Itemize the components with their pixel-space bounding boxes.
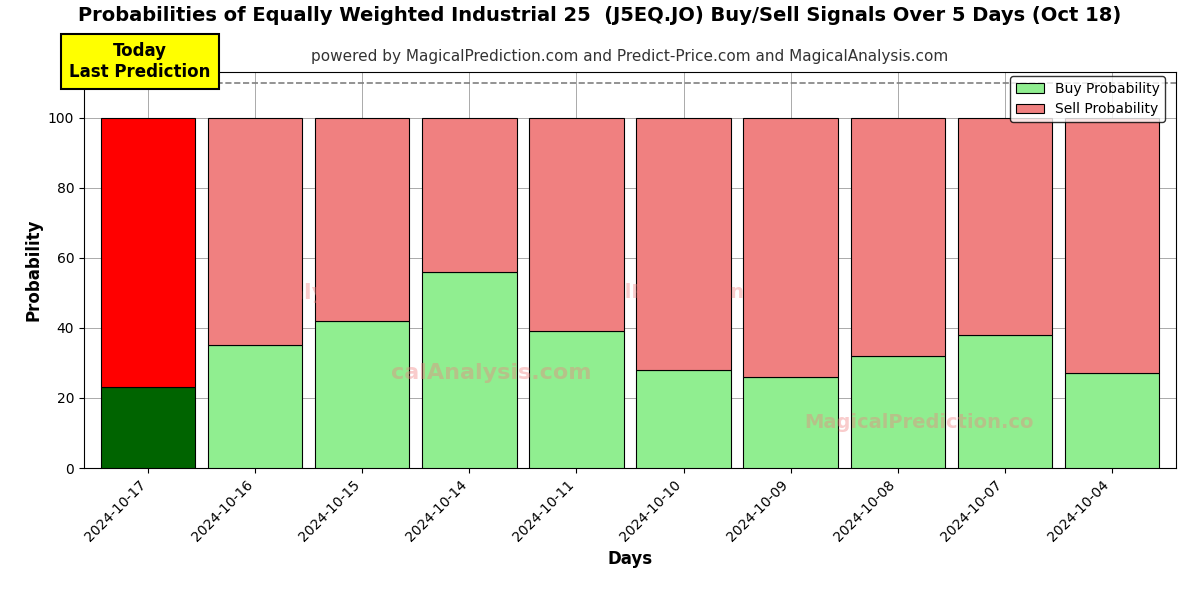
Bar [422, 118, 516, 272]
Bar [208, 118, 302, 346]
Text: MagicalPrediction.co: MagicalPrediction.co [547, 283, 776, 302]
Bar [316, 118, 409, 321]
Bar [1064, 373, 1159, 468]
Bar [958, 335, 1052, 468]
Text: Probabilities of Equally Weighted Industrial 25  (J5EQ.JO) Buy/Sell Signals Over: Probabilities of Equally Weighted Indust… [78, 6, 1122, 25]
Bar [958, 118, 1052, 335]
Bar [316, 321, 409, 468]
Bar [101, 388, 196, 468]
Bar [529, 331, 624, 468]
Bar [422, 272, 516, 468]
Bar [851, 356, 944, 468]
Bar [744, 377, 838, 468]
Bar [636, 370, 731, 468]
Bar [744, 118, 838, 377]
Bar [1064, 118, 1159, 373]
Text: calAnalysis.co: calAnalysis.co [220, 283, 397, 303]
Bar [101, 118, 196, 388]
Legend: Buy Probability, Sell Probability: Buy Probability, Sell Probability [1010, 76, 1165, 122]
Bar [208, 346, 302, 468]
Bar [851, 118, 944, 356]
Text: Today
Last Prediction: Today Last Prediction [68, 42, 210, 81]
Text: calAnalysis.com: calAnalysis.com [390, 364, 592, 383]
Text: MagicalPrediction.co: MagicalPrediction.co [804, 413, 1034, 432]
Bar [636, 118, 731, 370]
Y-axis label: Probability: Probability [24, 219, 42, 321]
X-axis label: Days: Days [607, 550, 653, 568]
Title: powered by MagicalPrediction.com and Predict-Price.com and MagicalAnalysis.com: powered by MagicalPrediction.com and Pre… [311, 49, 949, 64]
Bar [529, 118, 624, 331]
